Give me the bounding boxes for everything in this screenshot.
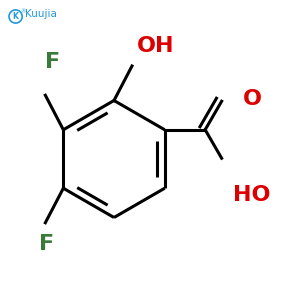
Text: OH: OH [137, 37, 175, 56]
Text: K: K [13, 12, 19, 21]
Text: ®: ® [21, 9, 26, 14]
Text: F: F [39, 235, 54, 254]
Text: Kuujia: Kuujia [26, 9, 57, 19]
Text: HO: HO [233, 185, 271, 205]
Text: O: O [242, 89, 262, 109]
Text: F: F [45, 52, 60, 71]
